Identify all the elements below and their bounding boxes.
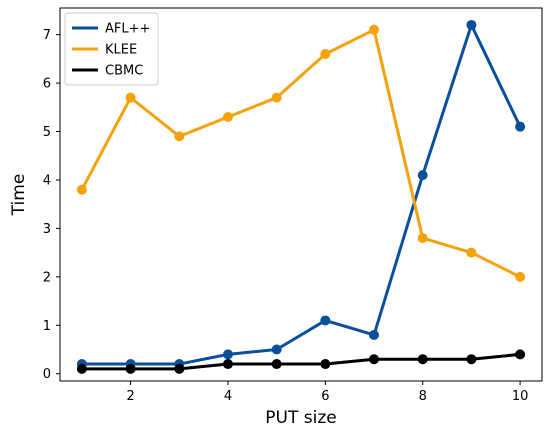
data-point-cbmc <box>125 363 136 374</box>
y-tick-label: 3 <box>43 222 51 237</box>
data-point-cbmc <box>76 363 87 374</box>
legend-label: CBMC <box>105 64 143 79</box>
data-point-cbmc <box>417 354 428 365</box>
data-point-klee <box>76 184 87 195</box>
data-point-klee <box>369 24 380 35</box>
x-tick-label: 8 <box>419 389 427 404</box>
data-point-klee <box>466 247 477 258</box>
data-point-cbmc <box>222 359 233 370</box>
data-point-klee <box>222 111 233 122</box>
series-layer <box>76 19 526 374</box>
x-tick-label: 2 <box>126 389 134 404</box>
x-axis-label: PUT size <box>265 408 336 428</box>
data-point-klee <box>174 131 185 142</box>
data-point-afl <box>222 349 233 360</box>
data-point-klee <box>125 92 136 103</box>
data-point-klee <box>417 233 428 244</box>
data-point-afl <box>417 170 428 181</box>
data-point-afl <box>320 315 331 326</box>
data-point-cbmc <box>515 349 526 360</box>
data-point-cbmc <box>271 359 282 370</box>
data-point-cbmc <box>320 359 331 370</box>
series-line-afl <box>81 23 522 366</box>
y-axis-label: Time <box>9 174 29 217</box>
plot-frame <box>59 7 543 382</box>
data-point-afl <box>515 121 526 132</box>
y-tick-label: 7 <box>43 28 51 43</box>
data-point-cbmc <box>466 354 477 365</box>
legend-label: KLEE <box>105 43 137 58</box>
y-tick-label: 1 <box>43 319 51 334</box>
y-tick-label: 2 <box>43 270 51 285</box>
x-tick-label: 4 <box>224 389 232 404</box>
legend-label: AFL++ <box>105 22 150 37</box>
legend: AFL++ KLEE CBMC <box>64 12 159 86</box>
series-line-klee <box>80 28 521 279</box>
series-cbmc <box>76 349 526 374</box>
data-point-klee <box>271 92 282 103</box>
data-point-afl <box>369 329 380 340</box>
x-tick-label: 6 <box>321 389 329 404</box>
y-tick-label: 0 <box>43 367 51 382</box>
x-tick-label: 10 <box>512 389 529 404</box>
y-tick-label: 5 <box>43 125 51 140</box>
legend-frame <box>64 12 159 86</box>
data-point-cbmc <box>369 354 380 365</box>
data-point-cbmc <box>174 363 185 374</box>
data-point-afl <box>271 344 282 355</box>
x-axis: 2 4 6 8 10 <box>126 381 528 404</box>
series-klee <box>76 24 526 282</box>
y-axis: 0 1 2 3 4 5 6 7 <box>43 28 60 382</box>
y-tick-label: 4 <box>43 173 51 188</box>
data-point-klee <box>515 271 526 282</box>
series-line-cbmc <box>81 352 521 371</box>
data-point-afl <box>466 19 477 30</box>
y-tick-label: 6 <box>43 77 51 92</box>
data-point-klee <box>320 49 331 60</box>
